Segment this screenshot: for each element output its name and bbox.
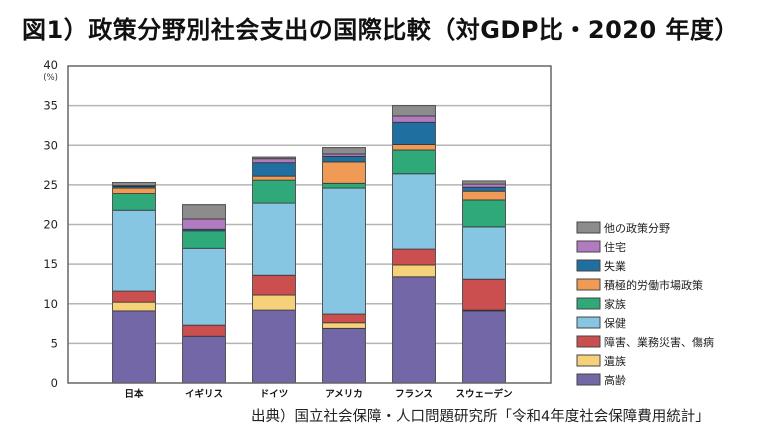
bar-segment	[462, 226, 506, 280]
x-tick-label: アメリカ	[325, 389, 363, 400]
bar-segment	[252, 309, 296, 384]
bar-segment	[112, 209, 156, 292]
bar-segment	[392, 264, 436, 278]
bars	[112, 105, 506, 384]
y-tick-label: 15	[43, 257, 58, 271]
bar-segment	[462, 186, 506, 192]
bar-segment	[462, 199, 506, 228]
legend-label: 遺族	[604, 354, 626, 368]
legend-swatch	[576, 335, 601, 348]
y-tick-label: 5	[51, 336, 58, 350]
bar-segment	[252, 175, 296, 181]
legend-swatch	[576, 259, 601, 272]
bar-segment	[182, 230, 226, 249]
bar-segment	[322, 327, 366, 384]
bar-segment	[392, 105, 436, 117]
bar-segment	[112, 187, 156, 194]
chart-title: 図1）政策分野別社会支出の国際比較（対GDP比・2020 年度）	[22, 16, 740, 44]
bar-segment	[462, 183, 506, 188]
x-tick-label: フランス	[395, 389, 433, 400]
bar-segment	[252, 162, 296, 177]
bar-segment	[252, 202, 296, 276]
x-tick-label: 日本	[124, 388, 144, 400]
y-axis-unit: (%)	[43, 73, 58, 83]
bar-segment	[462, 310, 506, 384]
bar-segment	[252, 274, 296, 296]
y-tick-label: 0	[51, 376, 58, 390]
bar-segment	[462, 190, 506, 201]
bar-segment	[252, 294, 296, 311]
legend-label: 積極的労働市場政策	[604, 278, 703, 292]
bar-segment	[392, 276, 436, 384]
legend-label: 失業	[604, 260, 626, 273]
legend-swatch	[576, 373, 601, 386]
legend-label: 住宅	[604, 240, 626, 254]
x-tick-label: イギリス	[185, 388, 223, 400]
legend-swatch	[576, 354, 601, 367]
bar-segment	[322, 161, 366, 184]
bar-segment	[322, 322, 366, 329]
x-tick-label: ドイツ	[260, 389, 289, 400]
y-tick-label: 30	[43, 138, 58, 152]
bar-segment	[182, 324, 226, 337]
legend-label: 他の政策分野	[604, 221, 670, 235]
y-tick-label: 10	[43, 297, 58, 311]
legend-label: 高齢	[604, 373, 626, 387]
bar-segment	[322, 182, 366, 189]
y-tick-label: 35	[43, 99, 58, 113]
bar-segment	[112, 193, 156, 211]
bar-segment	[182, 204, 226, 220]
bar-segment	[112, 310, 156, 384]
y-axis: 0 5 10 15 20 25 30 35 40(%)	[43, 58, 58, 390]
y-tick-label: 20	[43, 218, 58, 232]
bar-segment	[392, 248, 436, 266]
bar-segment	[392, 144, 436, 151]
legend-swatch	[576, 240, 601, 253]
bar-segment	[182, 335, 226, 384]
bar-segment	[392, 173, 436, 250]
plot-frame	[67, 65, 552, 384]
bar-segment	[322, 147, 366, 155]
x-tick-label: スウェーデン	[455, 388, 512, 400]
bar-segment	[112, 301, 156, 312]
legend-label: 障害、業務災害、傷病	[604, 335, 714, 349]
bar-segment	[252, 179, 296, 204]
bar-segment	[462, 278, 506, 311]
plot-border	[67, 65, 552, 384]
bar-segment	[252, 158, 296, 164]
bar-segment	[182, 218, 226, 230]
x-axis: 日本 イギリス ドイツ アメリカ フランス スウェーデン	[124, 388, 512, 400]
bar-segment	[182, 247, 226, 326]
bar-segment	[392, 115, 436, 123]
bar-segment	[322, 155, 366, 163]
y-tick-label: 40	[43, 58, 58, 72]
bar-segment	[392, 121, 436, 145]
legend-label: 保健	[604, 316, 626, 330]
bar-segment	[112, 290, 156, 303]
legend-swatch	[576, 221, 601, 234]
legend-swatch	[576, 278, 601, 291]
bar-segment	[322, 313, 366, 324]
legend-label: 家族	[604, 297, 626, 311]
y-tick-label: 25	[43, 178, 58, 192]
legend-swatch	[576, 316, 601, 329]
legend-swatch	[576, 297, 601, 310]
bar-segment	[322, 187, 366, 315]
source-note: 出典）国立社会保障・人口問題研究所「令和4年度社会保障費用統計」	[251, 409, 710, 425]
bar-segment	[392, 149, 436, 175]
